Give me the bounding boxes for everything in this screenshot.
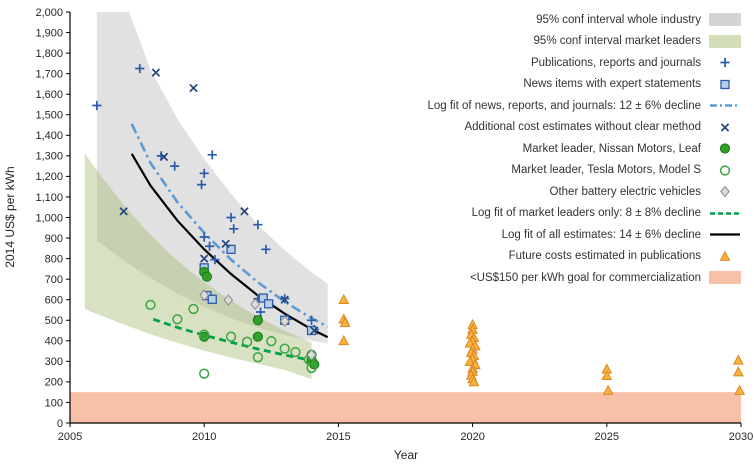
legend-label: Log fit of all estimates: 14 ± 6% declin… <box>501 228 701 241</box>
x-axis-title: Year <box>394 448 418 462</box>
legend-label: News items with expert statements <box>523 78 701 91</box>
legend-label: Publications, reports and journals <box>530 56 701 69</box>
svg-text:500: 500 <box>45 315 63 327</box>
legend-label: Other battery electric vehicles <box>549 185 701 198</box>
svg-text:300: 300 <box>45 356 63 368</box>
svg-text:2020: 2020 <box>460 431 484 443</box>
y-axis-title: 2014 US$ per kWh <box>3 166 17 267</box>
legend-swatch-band-icon <box>709 12 741 27</box>
legend-swatch-square-icon <box>709 77 741 92</box>
legend-swatch-band-icon <box>709 34 741 49</box>
svg-text:1,100: 1,100 <box>35 192 63 204</box>
fit-all-fit <box>130 153 329 339</box>
legend-label: Additional cost estimates without clear … <box>464 121 701 134</box>
svg-text:100: 100 <box>45 397 63 409</box>
legend-item-9: Log fit of market leaders only: 8 ± 8% d… <box>427 203 741 225</box>
svg-text:1,200: 1,200 <box>35 171 63 183</box>
svg-text:800: 800 <box>45 253 63 265</box>
svg-text:0: 0 <box>57 418 63 430</box>
fit-leaders-fit <box>152 317 312 362</box>
legend-item-8: Other battery electric vehicles <box>427 181 741 203</box>
svg-text:1,700: 1,700 <box>35 68 63 80</box>
legend-item-7: Market leader, Tesla Motors, Model S <box>427 160 741 182</box>
legend-swatch-dashdot-line-icon <box>709 98 741 113</box>
svg-text:2030: 2030 <box>729 431 753 443</box>
chart-legend: 95% conf interval whole industry 95% conf… <box>427 9 741 289</box>
legend-label: Market leader, Nissan Motors, Leaf <box>522 142 701 155</box>
svg-text:2015: 2015 <box>326 431 350 443</box>
legend-swatch-dashed-line-icon <box>709 206 741 221</box>
series-future-costs <box>338 293 746 395</box>
goal-band <box>70 392 741 423</box>
legend-item-11: Future costs estimated in publications <box>427 246 741 268</box>
legend-item-12: <US$150 per kWh goal for commercializati… <box>427 267 741 289</box>
series-other-bev <box>199 289 317 361</box>
legend-swatch-circle-filled-icon <box>709 141 741 156</box>
legend-label: Log fit of market leaders only: 8 ± 8% d… <box>471 207 701 220</box>
legend-label: 95% conf interval market leaders <box>533 35 701 48</box>
legend-label: Market leader, Tesla Motors, Model S <box>511 164 701 177</box>
legend-item-10: Log fit of all estimates: 14 ± 6% declin… <box>427 224 741 246</box>
svg-text:1,000: 1,000 <box>35 212 63 224</box>
fit-news-fit <box>130 123 329 328</box>
legend-label: Future costs estimated in publications <box>508 250 701 263</box>
band-whole-industry <box>96 12 328 344</box>
legend-label: 95% conf interval whole industry <box>536 13 701 26</box>
legend-item-0: 95% conf interval whole industry <box>427 9 741 31</box>
y-axis: 0 100 200 300 400 500 600 700 800 900 1,000 1,100 1,… <box>35 7 70 430</box>
legend-item-4: Log fit of news, reports, and journals: … <box>427 95 741 117</box>
legend-swatch-diamond-icon <box>709 184 741 199</box>
svg-text:1,900: 1,900 <box>35 27 63 39</box>
series-nissan-leaf <box>199 266 320 370</box>
legend-swatch-plus-icon <box>709 55 741 70</box>
svg-text:2005: 2005 <box>58 431 82 443</box>
legend-swatch-x-icon <box>709 120 741 135</box>
legend-item-6: Market leader, Nissan Motors, Leaf <box>427 138 741 160</box>
series-publications <box>92 63 319 335</box>
x-axis: 2005 2010 2015 2020 2025 2030 <box>58 423 753 443</box>
legend-item-3: News items with expert statements <box>427 74 741 96</box>
svg-text:1,400: 1,400 <box>35 130 63 142</box>
svg-text:600: 600 <box>45 295 63 307</box>
legend-swatch-circle-open-icon <box>709 163 741 178</box>
svg-text:2,000: 2,000 <box>35 7 63 19</box>
svg-text:1,600: 1,600 <box>35 89 63 101</box>
legend-swatch-solid-line-icon <box>709 227 741 242</box>
legend-label: <US$150 per kWh goal for commercializati… <box>469 271 701 284</box>
svg-text:1,300: 1,300 <box>35 151 63 163</box>
svg-text:200: 200 <box>45 377 63 389</box>
svg-text:1,500: 1,500 <box>35 110 63 122</box>
legend-item-2: Publications, reports and journals <box>427 52 741 74</box>
legend-label: Log fit of news, reports, and journals: … <box>427 99 701 112</box>
legend-item-1: 95% conf interval market leaders <box>427 31 741 53</box>
legend-item-5: Additional cost estimates without clear … <box>427 117 741 139</box>
legend-swatch-band-icon <box>709 270 741 285</box>
svg-text:400: 400 <box>45 336 63 348</box>
legend-swatch-triangle-icon <box>709 249 741 264</box>
svg-text:1,800: 1,800 <box>35 48 63 60</box>
svg-text:900: 900 <box>45 233 63 245</box>
svg-text:2025: 2025 <box>595 431 619 443</box>
svg-text:700: 700 <box>45 274 63 286</box>
svg-text:2010: 2010 <box>192 431 216 443</box>
